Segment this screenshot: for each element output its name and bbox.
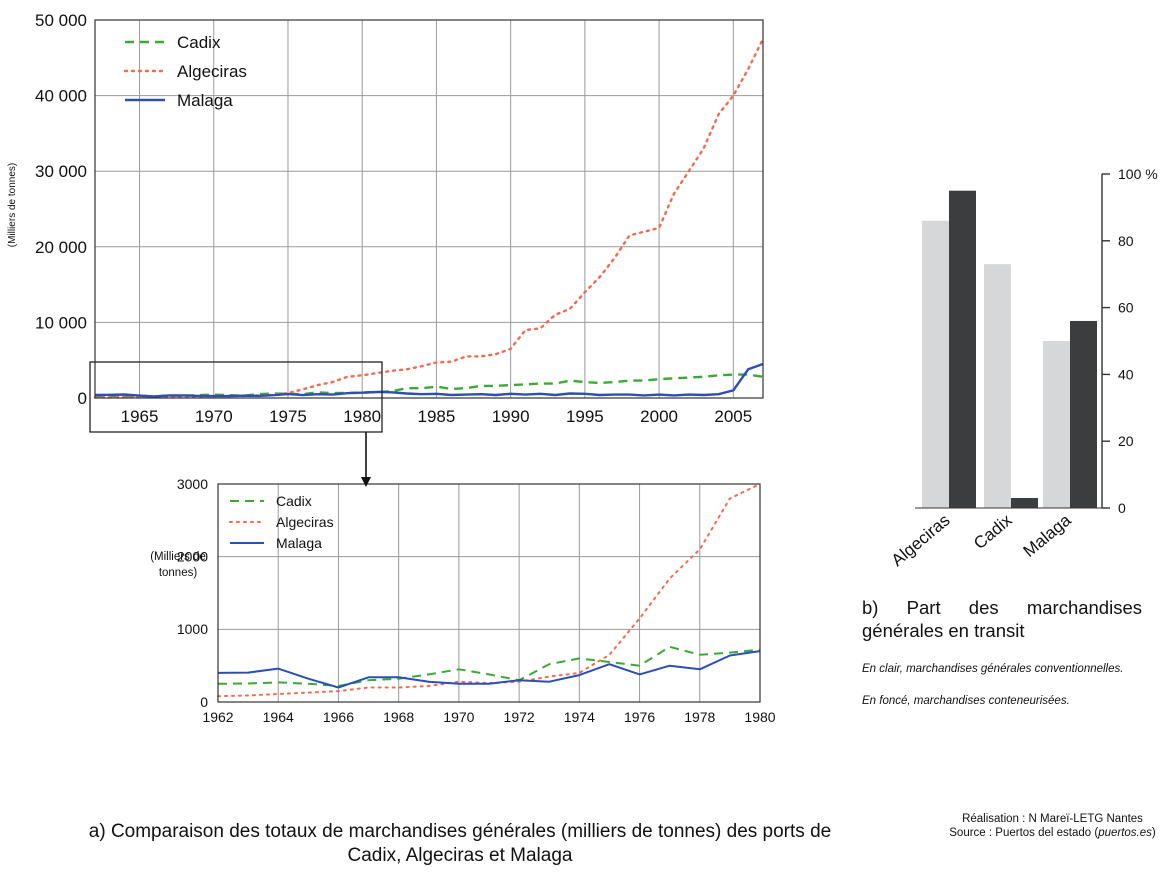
x-tick-label: 1964	[263, 709, 294, 725]
credit-source: Source : Puertos del estado (puertos.es)	[945, 826, 1160, 840]
x-tick-label: 1975	[269, 407, 307, 426]
zoom-range-box	[89, 361, 383, 433]
category-label-algeciras: Algeciras	[888, 511, 954, 570]
y-tick-label: 1000	[177, 621, 208, 637]
bar-algeciras-conventional	[922, 220, 949, 508]
y-axis-label-line2: tonnes)	[159, 567, 198, 579]
x-tick-label: 1962	[202, 709, 233, 725]
x-tick-label: 1974	[564, 709, 595, 725]
x-tick-label: 1965	[121, 407, 159, 426]
legend-label-malaga: Malaga	[276, 535, 322, 551]
y-tick-label: 50 000	[35, 11, 87, 30]
x-tick-label: 1980	[343, 407, 381, 426]
y-axis-label-line1: (Milliers de	[150, 551, 206, 563]
y-tick-label: 2000	[177, 549, 208, 565]
credit-realisation: Réalisation : N Mareï-LETG Nantes	[962, 813, 1143, 825]
x-tick-label: 1970	[443, 709, 474, 725]
y-tick-label: 20	[1118, 433, 1134, 449]
transit-share-bar-chart: Algeciras Cadix Malaga 0 20 40 60 80 100 %	[888, 166, 1158, 570]
y-tick-label: 40	[1118, 366, 1134, 382]
series-line-malaga	[217, 650, 761, 689]
y-tick-label: 80	[1118, 233, 1134, 249]
series-line-malaga	[94, 362, 764, 398]
legend-label-algeciras: Algeciras	[177, 62, 247, 81]
x-tick-label: 1968	[383, 709, 414, 725]
y-tick-label: 0	[1118, 500, 1126, 516]
bar-malaga-containerized	[1070, 320, 1097, 508]
y-tick-label: 40 000	[35, 87, 87, 106]
y-tick-label: 30 000	[35, 162, 87, 181]
dark-bars-note: En foncé, marchandises conteneurisées.	[862, 695, 1070, 707]
x-tick-label: 1978	[684, 709, 715, 725]
x-tick-label: 1995	[566, 407, 604, 426]
x-tick-label: 1976	[624, 709, 655, 725]
plot-frame	[94, 19, 764, 399]
category-label-malaga: Malaga	[1020, 510, 1075, 561]
x-tick-label: 1972	[504, 709, 535, 725]
x-tick-label: 1980	[744, 709, 775, 725]
plot-frame	[217, 483, 761, 703]
main-line-chart: 1965 1970 1975 1980 1985 1990 1995 2000 2005 0 10 …	[7, 11, 765, 426]
zoom-line-chart: 1962 1964 1966 1968 1970 1972 1974 1976 1978 1980…	[150, 476, 776, 725]
x-tick-label: 1970	[195, 407, 233, 426]
y-tick-label: 3000	[177, 476, 208, 492]
light-bars-note: En clair, marchandises générales convent…	[862, 663, 1124, 675]
source-prefix: Source : Puertos del estado (	[949, 827, 1099, 839]
bar-algeciras-containerized	[949, 190, 976, 508]
bar-cadix-conventional	[984, 264, 1011, 508]
series-line-algeciras	[217, 483, 761, 698]
y-tick-label: 100 %	[1118, 166, 1158, 182]
legend-label-malaga: Malaga	[177, 91, 233, 110]
y-axis-label: (Milliers de tonnes)	[7, 163, 18, 247]
caption-b: b) Part des marchandises générales en tr…	[862, 597, 1142, 641]
x-tick-label: 1985	[418, 407, 456, 426]
y-tick-label: 10 000	[35, 313, 87, 332]
legend-label-cadix: Cadix	[177, 33, 221, 52]
x-tick-label: 1990	[492, 407, 530, 426]
y-tick-label: 0	[78, 389, 87, 408]
y-tick-label: 0	[200, 694, 208, 710]
y-tick-label: 20 000	[35, 238, 87, 257]
y-tick-label: 60	[1118, 300, 1134, 316]
bar-malaga-conventional	[1043, 341, 1070, 508]
caption-a: a) Comparaison des totaux de marchandise…	[88, 821, 832, 866]
bar-cadix-containerized	[1011, 497, 1038, 508]
series-line-cadix	[217, 645, 761, 687]
credits: Réalisation : N Mareï-LETG Nantes Source…	[945, 812, 1160, 840]
legend-label-algeciras: Algeciras	[276, 514, 334, 530]
x-tick-label: 2005	[714, 407, 752, 426]
category-label-cadix: Cadix	[970, 510, 1016, 553]
x-tick-label: 1966	[323, 709, 354, 725]
zoom-connector	[89, 361, 383, 487]
legend-label-cadix: Cadix	[276, 493, 312, 509]
source-suffix: )	[1151, 827, 1156, 839]
x-tick-label: 2000	[640, 407, 678, 426]
source-site: puertos.es	[1098, 827, 1152, 839]
